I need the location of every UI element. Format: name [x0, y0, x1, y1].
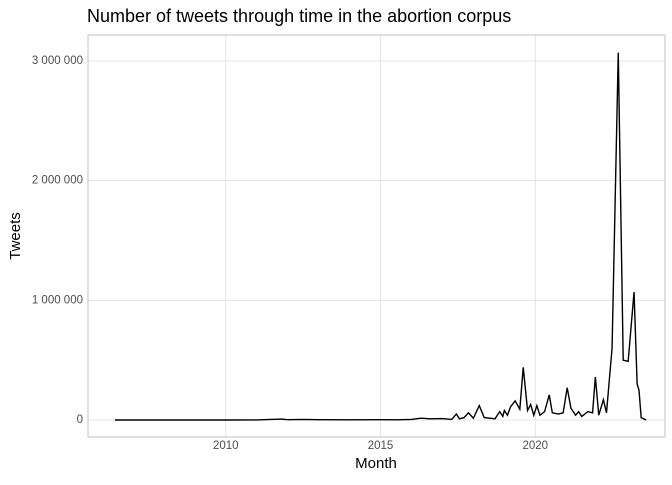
x-tick-label: 2010 [213, 440, 239, 452]
x-axis-label: Month [355, 455, 397, 472]
y-tick-label: 0 [77, 414, 83, 426]
data-line [114, 52, 647, 421]
y-tick-label: 1 000 000 [32, 294, 83, 306]
x-tick-label: 2015 [368, 440, 394, 452]
y-axis-label: Tweets [7, 212, 24, 260]
y-tick-label: 2 000 000 [32, 175, 83, 187]
plot-border [87, 34, 666, 438]
chart-title: Number of tweets through time in the abo… [87, 6, 511, 26]
x-tick-label: 2020 [523, 440, 549, 452]
y-tick-label: 3 000 000 [32, 55, 83, 67]
